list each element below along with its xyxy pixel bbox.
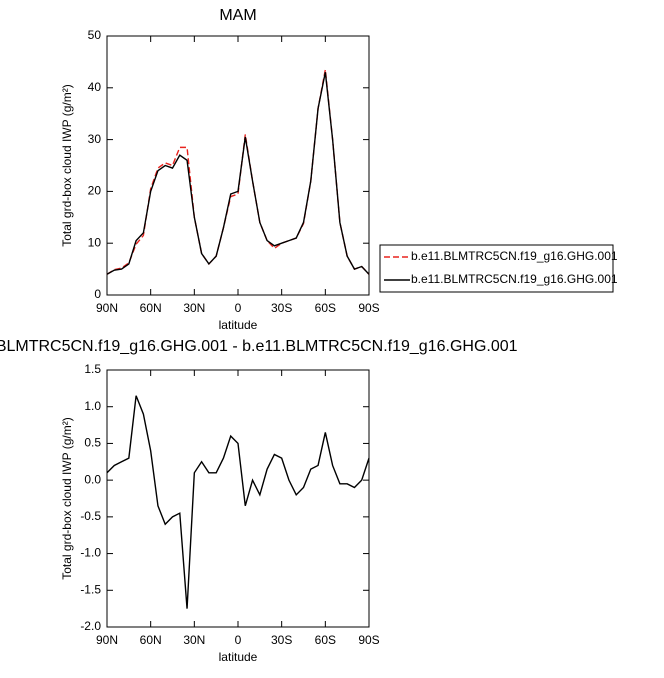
- y-tick-label: -1.5: [80, 582, 101, 596]
- y-tick-label: 30: [88, 132, 102, 146]
- x-tick-label: 0: [235, 633, 242, 647]
- data-line: [106, 395, 370, 609]
- y-tick-label: -1.0: [80, 546, 101, 560]
- x-tick-label: 60N: [140, 301, 162, 315]
- y-tick-label: 50: [88, 28, 102, 42]
- x-tick-label: 60S: [315, 633, 336, 647]
- legend-box: [379, 244, 614, 293]
- x-tick-label: 30N: [183, 633, 205, 647]
- y-tick-label: 10: [88, 235, 102, 249]
- y-tick-label: 1.5: [84, 362, 101, 376]
- x-tick-label: 60S: [315, 301, 336, 315]
- y-tick-label: 20: [88, 184, 102, 198]
- y-tick-label: 0.0: [84, 472, 101, 486]
- y-axis-label: Total grd-box cloud IWP (g/m²): [60, 84, 74, 247]
- x-tick-label: 0: [235, 301, 242, 315]
- y-tick-label: -2.0: [80, 619, 101, 633]
- x-tick-label: 30N: [183, 301, 205, 315]
- x-axis-label: latitude: [219, 650, 258, 664]
- data-line: [106, 72, 370, 275]
- data-line: [106, 69, 370, 275]
- x-tick-label: 30S: [271, 633, 292, 647]
- legend-label: b.e11.BLMTRC5CN.f19_g16.GHG.001: [411, 272, 618, 286]
- x-axis-label: latitude: [219, 318, 258, 332]
- chart-title: MAM: [219, 7, 256, 24]
- x-tick-label: 90N: [96, 633, 118, 647]
- legend-label: b.e11.BLMTRC5CN.f19_g16.GHG.001: [411, 249, 618, 263]
- x-tick-label: 90S: [358, 301, 379, 315]
- plot-frame: [106, 369, 370, 628]
- chart-title: 1.BLMTRC5CN.f19_g16.GHG.001 - b.e11.BLMT…: [0, 338, 518, 355]
- plot-frame: [106, 35, 370, 296]
- x-tick-label: 30S: [271, 301, 292, 315]
- x-tick-label: 90N: [96, 301, 118, 315]
- y-tick-label: 0.5: [84, 436, 101, 450]
- y-tick-label: -0.5: [80, 509, 101, 523]
- x-tick-label: 90S: [358, 633, 379, 647]
- y-tick-label: 0: [94, 287, 101, 301]
- y-tick-label: 1.0: [84, 399, 101, 413]
- x-tick-label: 60N: [140, 633, 162, 647]
- y-axis-label: Total grd-box cloud IWP (g/m²): [60, 417, 74, 580]
- y-tick-label: 40: [88, 80, 102, 94]
